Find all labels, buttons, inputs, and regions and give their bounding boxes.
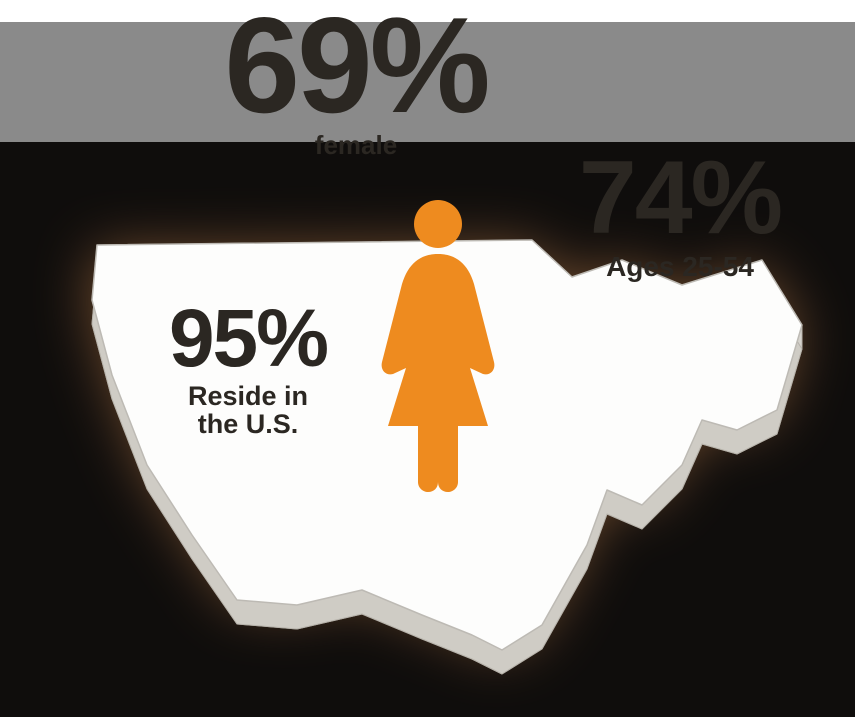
stat-female: 69% female [196, 4, 516, 160]
female-person-icon [368, 196, 508, 496]
stat-reside: 95% Reside in the U.S. [128, 302, 368, 438]
stat-reside-pct: 95% [128, 302, 368, 376]
stat-reside-label-l1: Reside in [188, 381, 308, 411]
stat-ages-pct: 74% [555, 152, 805, 246]
stat-reside-label: Reside in the U.S. [128, 382, 368, 439]
stat-female-pct: 69% [196, 4, 516, 126]
stat-ages-label: Ages 25-54 [555, 252, 805, 281]
stat-reside-label-l2: the U.S. [198, 409, 299, 439]
stat-ages: 74% Ages 25-54 [555, 152, 805, 281]
